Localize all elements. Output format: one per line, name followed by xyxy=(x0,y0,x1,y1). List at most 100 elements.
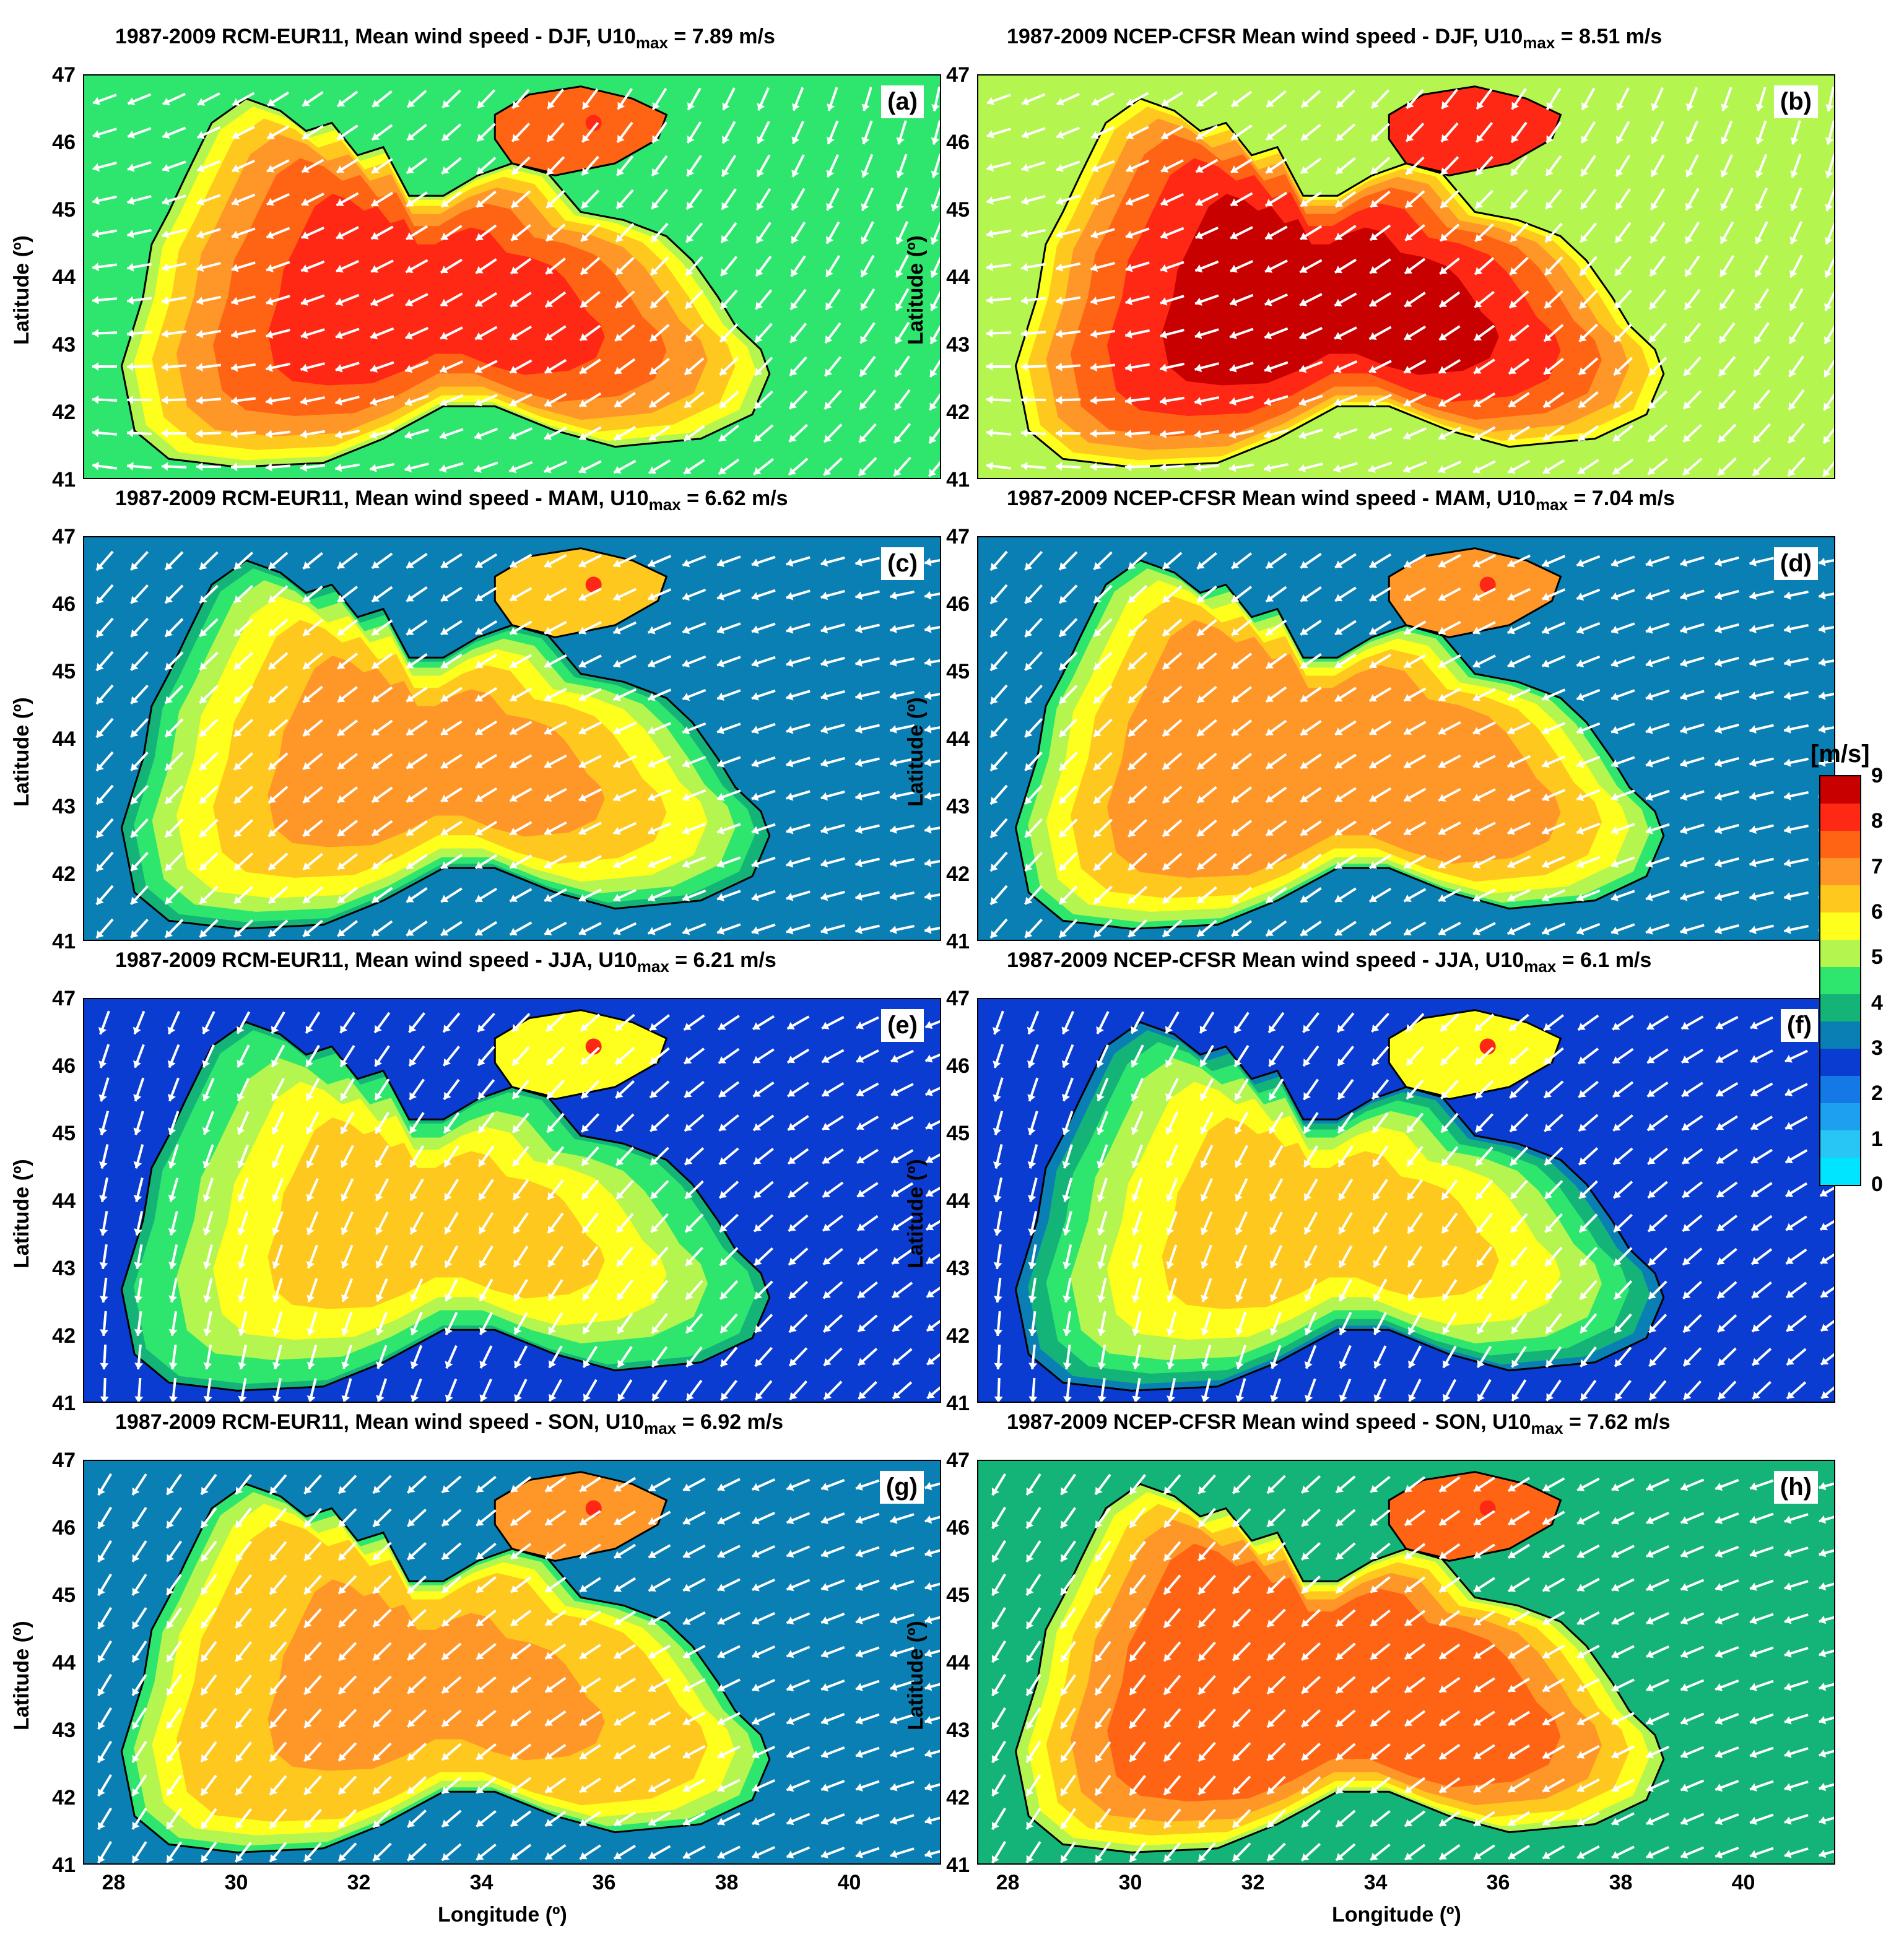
wind-arrow-head xyxy=(337,862,346,870)
wind-arrow-head xyxy=(1061,1060,1070,1068)
wind-arrow-head xyxy=(1194,463,1201,472)
wind-arrow-head xyxy=(303,695,311,703)
wind-arrow-head xyxy=(1300,661,1308,669)
wind-arrow-head xyxy=(548,1225,555,1234)
wind-arrow-head xyxy=(443,1058,451,1066)
wind-arrow-head xyxy=(683,1483,691,1491)
wind-arrow-head xyxy=(582,134,590,142)
wind-arrow-head xyxy=(720,334,728,342)
wind-arrow-head xyxy=(1266,99,1274,107)
wind-arrow-head xyxy=(1197,828,1205,836)
wind-arrow-head xyxy=(1197,594,1205,602)
wind-arrow-head xyxy=(1126,131,1134,139)
wind-arrow-head xyxy=(405,331,413,340)
wind-arrow-head xyxy=(991,1788,999,1797)
wind-arrow-head xyxy=(791,169,799,177)
wind-arrow-head xyxy=(1749,691,1757,701)
wind-arrow-head xyxy=(786,726,794,734)
wind-arrow-head xyxy=(1093,662,1102,670)
wind-arrow-head xyxy=(510,827,518,835)
wind-arrow-head xyxy=(165,729,173,737)
title-text: 1987-2009 NCEP-CFSR Mean wind speed - MA… xyxy=(1007,487,1536,510)
wind-arrow-head xyxy=(581,167,589,175)
wind-arrow-head xyxy=(373,1553,381,1560)
wind-arrow-head xyxy=(1440,266,1448,274)
wind-arrow-head xyxy=(232,131,240,139)
wind-arrow-head xyxy=(648,1650,656,1658)
wind-arrow-head xyxy=(649,433,657,441)
wind-arrow-head xyxy=(1197,862,1205,870)
wind-arrow-head xyxy=(546,200,554,208)
wind-arrow-head xyxy=(1128,896,1136,904)
wind-arrow-head xyxy=(441,861,449,869)
lat-tick: 46 xyxy=(946,1054,970,1078)
wind-arrow-head xyxy=(1126,98,1134,106)
lat-tick: 42 xyxy=(52,1786,76,1810)
wind-arrow-head xyxy=(1335,861,1343,869)
wind-arrow-head xyxy=(1439,1785,1447,1793)
wind-arrow-head xyxy=(1021,396,1027,404)
wind-arrow-head xyxy=(133,1026,141,1034)
wind-arrow-head xyxy=(1750,1716,1757,1725)
lat-tick: 45 xyxy=(946,198,970,222)
wind-arrow-head xyxy=(687,201,694,210)
wind-arrow-head xyxy=(162,362,168,371)
wind-arrow-head xyxy=(825,302,833,310)
panel-title-d: 1987-2009 NCEP-CFSR Mean wind speed - MA… xyxy=(1007,487,1675,514)
wind-arrow-head xyxy=(510,727,518,735)
wind-arrow-head xyxy=(1581,135,1589,143)
wind-arrow-head xyxy=(1304,1361,1313,1369)
wind-arrow-head xyxy=(1025,796,1033,804)
wind-arrow-head xyxy=(1542,860,1550,869)
wind-arrow-head xyxy=(1339,1293,1347,1301)
wind-arrow-head xyxy=(580,1484,588,1492)
wind-arrow-head xyxy=(1611,792,1619,801)
lat-tick: 42 xyxy=(52,862,76,886)
wind-arrow-head xyxy=(373,1853,381,1861)
wind-arrow-head xyxy=(132,1721,140,1729)
wind-arrow-head xyxy=(440,431,447,440)
wind-arrow-head xyxy=(752,1650,760,1658)
wind-arrow-head xyxy=(791,202,799,210)
title-text: 1987-2009 RCM-EUR11, Mean wind speed - S… xyxy=(115,1410,645,1434)
wind-arrow-head xyxy=(1373,1260,1381,1268)
wind-arrow-head xyxy=(1824,303,1832,311)
panel-label-d: (d) xyxy=(1773,547,1818,580)
wind-arrow-head xyxy=(1577,1751,1585,1759)
wind-arrow-head xyxy=(718,1550,726,1558)
wind-arrow-head xyxy=(1682,1257,1691,1265)
wind-arrow-head xyxy=(1194,430,1202,439)
wind-arrow-head xyxy=(201,1720,209,1729)
wind-arrow-head xyxy=(579,626,587,635)
map-frame xyxy=(83,536,941,941)
wind-arrow-head xyxy=(786,1817,794,1826)
wind-arrow-head xyxy=(1508,1551,1516,1559)
wind-arrow-head xyxy=(238,1395,247,1403)
wind-arrow-head xyxy=(1438,432,1446,440)
wind-arrow-head xyxy=(682,860,690,869)
wind-arrow-head xyxy=(929,369,937,377)
wind-arrow-head xyxy=(306,1126,314,1134)
wind-arrow-head xyxy=(579,593,587,601)
wind-arrow-head xyxy=(511,1518,519,1525)
wind-arrow-head xyxy=(1442,1259,1450,1267)
wind-arrow-head xyxy=(1201,1361,1209,1369)
wind-arrow-head xyxy=(684,1023,692,1030)
wind-arrow-head xyxy=(235,1620,243,1628)
wind-arrow-head xyxy=(1543,433,1551,441)
wind-arrow-head xyxy=(579,760,587,768)
wind-arrow-head xyxy=(1406,200,1414,208)
wind-arrow-head xyxy=(648,826,656,835)
wind-arrow-head xyxy=(1370,1685,1378,1693)
wind-arrow-head xyxy=(1542,466,1551,474)
wind-arrow-head xyxy=(1304,1327,1313,1335)
wind-arrow-head xyxy=(1750,1515,1757,1524)
wind-arrow-head xyxy=(787,1056,796,1064)
wind-arrow-head xyxy=(721,235,729,243)
wind-arrow-head xyxy=(475,761,484,769)
wind-arrow-head xyxy=(1785,1156,1793,1164)
wind-arrow-head xyxy=(96,596,104,604)
wind-arrow-head xyxy=(133,1195,142,1202)
wind-arrow-head xyxy=(721,1359,728,1367)
wind-arrow-head xyxy=(1404,399,1412,407)
